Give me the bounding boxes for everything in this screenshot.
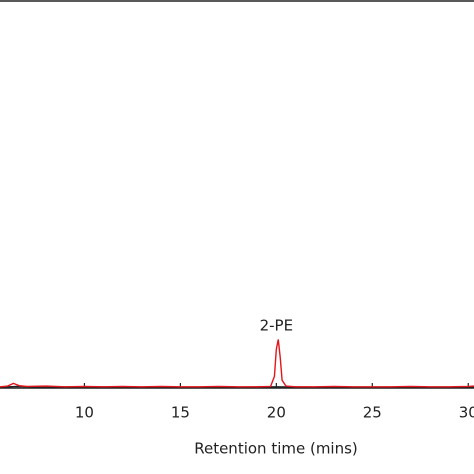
peak-label: 2-PE xyxy=(260,316,293,334)
x-axis-label: Retention time (mins) xyxy=(194,440,358,458)
chromatogram-line xyxy=(0,339,474,388)
x-tick-label: 20 xyxy=(267,404,286,422)
x-tick-label: 10 xyxy=(75,404,94,422)
x-tick-label: 15 xyxy=(171,404,190,422)
x-tick-label: 25 xyxy=(363,404,382,422)
x-tick-label: 30 xyxy=(459,404,474,422)
